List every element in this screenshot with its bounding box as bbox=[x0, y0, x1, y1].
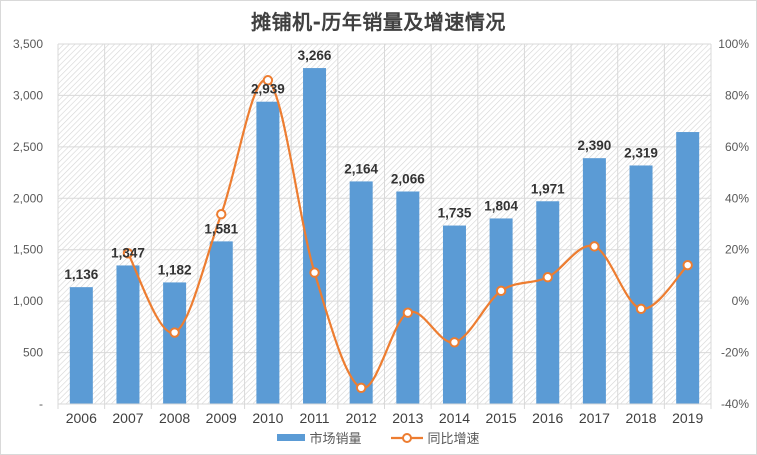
right-axis-tick: 0% bbox=[732, 294, 750, 308]
line-marker bbox=[216, 209, 227, 220]
x-axis-tick: 2018 bbox=[625, 410, 656, 426]
line-marker bbox=[495, 285, 507, 297]
left-axis-tick: 500 bbox=[23, 346, 43, 360]
x-axis-tick: 2007 bbox=[112, 410, 143, 426]
left-axis-tick: 2,500 bbox=[13, 140, 43, 154]
bar-value-label: 2,164 bbox=[344, 161, 378, 176]
x-axis-tick: 2014 bbox=[439, 410, 470, 426]
line-series bbox=[122, 75, 693, 393]
x-axis-tick: 2012 bbox=[346, 410, 377, 426]
bar-value-label: 2,066 bbox=[391, 171, 425, 186]
bar-value-label: 2,319 bbox=[624, 145, 658, 160]
legend-label-growth: 同比增速 bbox=[427, 432, 480, 447]
line-marker bbox=[122, 248, 134, 259]
line-marker bbox=[589, 241, 600, 252]
right-axis-tick: 20% bbox=[725, 243, 749, 257]
right-axis-tick: 60% bbox=[725, 140, 749, 154]
bar-value-label: 1,347 bbox=[111, 245, 145, 260]
left-axis-tick: 3,000 bbox=[13, 88, 43, 102]
bar-value-label: 1,182 bbox=[158, 262, 192, 277]
x-axis-tick: 2010 bbox=[252, 410, 283, 426]
bar bbox=[582, 158, 606, 404]
legend: 市场销量 同比增速 bbox=[0, 428, 757, 447]
legend-label-sales: 市场销量 bbox=[309, 432, 362, 447]
right-axis-tick: 100% bbox=[718, 37, 749, 51]
x-axis-tick: 2008 bbox=[159, 410, 190, 426]
bar bbox=[209, 241, 233, 404]
x-axis-tick: 2017 bbox=[579, 410, 610, 426]
left-axis-tick: 3,500 bbox=[13, 37, 43, 51]
bar-series bbox=[69, 68, 700, 405]
line-marker bbox=[309, 267, 320, 278]
line-marker bbox=[449, 337, 460, 348]
bar-value-label: 1,735 bbox=[438, 206, 472, 221]
line-marker bbox=[169, 327, 180, 338]
line-marker bbox=[635, 303, 647, 315]
line-marker-icon bbox=[390, 432, 423, 443]
x-axis-tick: 2016 bbox=[532, 410, 563, 426]
x-axis-tick: 2019 bbox=[672, 410, 703, 426]
bar bbox=[349, 181, 373, 404]
bar bbox=[396, 191, 420, 404]
legend-item-growth[interactable]: 同比增速 bbox=[390, 428, 480, 447]
x-axis-tick: 2006 bbox=[66, 410, 97, 426]
bar bbox=[256, 101, 280, 405]
right-axis-tick: 80% bbox=[725, 88, 749, 102]
line-marker bbox=[355, 382, 367, 393]
bar bbox=[116, 265, 140, 404]
left-axis-tick: 1,000 bbox=[13, 294, 43, 308]
right-axis-tick: -40% bbox=[721, 397, 749, 411]
bar-value-label: 1,971 bbox=[531, 181, 565, 196]
line-marker bbox=[402, 307, 414, 318]
line-marker bbox=[262, 75, 274, 86]
bar-value-label: 3,266 bbox=[298, 48, 332, 63]
bar bbox=[489, 218, 513, 404]
left-axis-tick: - bbox=[39, 397, 43, 411]
bar bbox=[69, 287, 93, 404]
growth-line bbox=[127, 78, 689, 389]
x-axis: 2006 2007 2008 2009 2010 2011 2012 2013 2014 2015… bbox=[57, 403, 712, 426]
right-axis: -40% -20% 0% 20% 40% 60% 80% 100% bbox=[718, 37, 749, 411]
x-axis-tick: 2009 bbox=[206, 410, 237, 426]
bar bbox=[536, 201, 560, 404]
bar-value-label: 2,390 bbox=[577, 138, 611, 153]
legend-item-sales[interactable]: 市场销量 bbox=[277, 428, 362, 447]
bar-value-label: 1,804 bbox=[484, 198, 518, 213]
line-marker bbox=[542, 272, 553, 283]
bar-value-label: 1,581 bbox=[204, 221, 238, 236]
x-axis-tick: 2013 bbox=[392, 410, 423, 426]
left-axis: - 500 1,000 1,500 2,000 2,500 3,000 3,500 bbox=[13, 37, 43, 411]
bar bbox=[442, 225, 466, 404]
bar bbox=[303, 68, 327, 404]
bar-swatch-icon bbox=[277, 434, 306, 441]
chart-title: 摊铺机-历年销量及增速情况 bbox=[251, 10, 506, 34]
right-axis-tick: 40% bbox=[725, 191, 749, 205]
left-axis-tick: 2,000 bbox=[13, 191, 43, 205]
bar bbox=[629, 165, 653, 404]
line-marker bbox=[682, 259, 693, 271]
bar-value-label: 1,136 bbox=[64, 267, 98, 282]
x-axis-tick: 2011 bbox=[299, 410, 329, 426]
left-axis-tick: 1,500 bbox=[13, 243, 43, 257]
x-axis-tick: 2015 bbox=[486, 410, 517, 426]
bar-value-label: 2,939 bbox=[251, 82, 285, 97]
right-axis-tick: -20% bbox=[721, 346, 749, 360]
bar bbox=[163, 282, 187, 404]
data-labels: 1,136 1,347 1,182 1,581 2,939 3,266 2,164 2,066… bbox=[64, 48, 658, 282]
